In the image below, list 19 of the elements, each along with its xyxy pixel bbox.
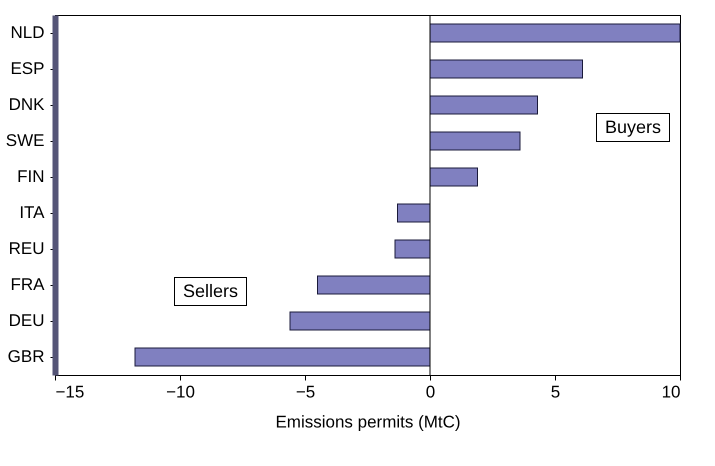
x-tick-label: 0: [426, 382, 436, 402]
x-tick-label: 5: [550, 382, 560, 402]
y-tick-label: FRA: [10, 275, 46, 294]
y-tick-label: DNK: [8, 95, 46, 114]
y-tick-label: ITA: [19, 203, 46, 222]
annotation: Sellers: [174, 277, 248, 306]
y-tick-label: REU: [8, 239, 44, 258]
x-tick-label: −5: [296, 382, 316, 402]
y-tick-label: DEU: [8, 311, 44, 330]
y-tick-label: NLD: [10, 23, 44, 42]
x-tick-label: 10: [662, 382, 680, 402]
x-tick-label: −10: [166, 382, 195, 402]
annotation: Buyers: [596, 113, 670, 142]
y-tick-label: SWE: [6, 131, 44, 150]
x-axis-title: Emissions permits (MtC): [275, 412, 461, 432]
y-tick-label: GBR: [8, 347, 44, 366]
x-tick-label: −15: [56, 382, 84, 402]
y-tick-label: ESP: [10, 59, 44, 78]
y-tick-label: FIN: [17, 167, 44, 186]
